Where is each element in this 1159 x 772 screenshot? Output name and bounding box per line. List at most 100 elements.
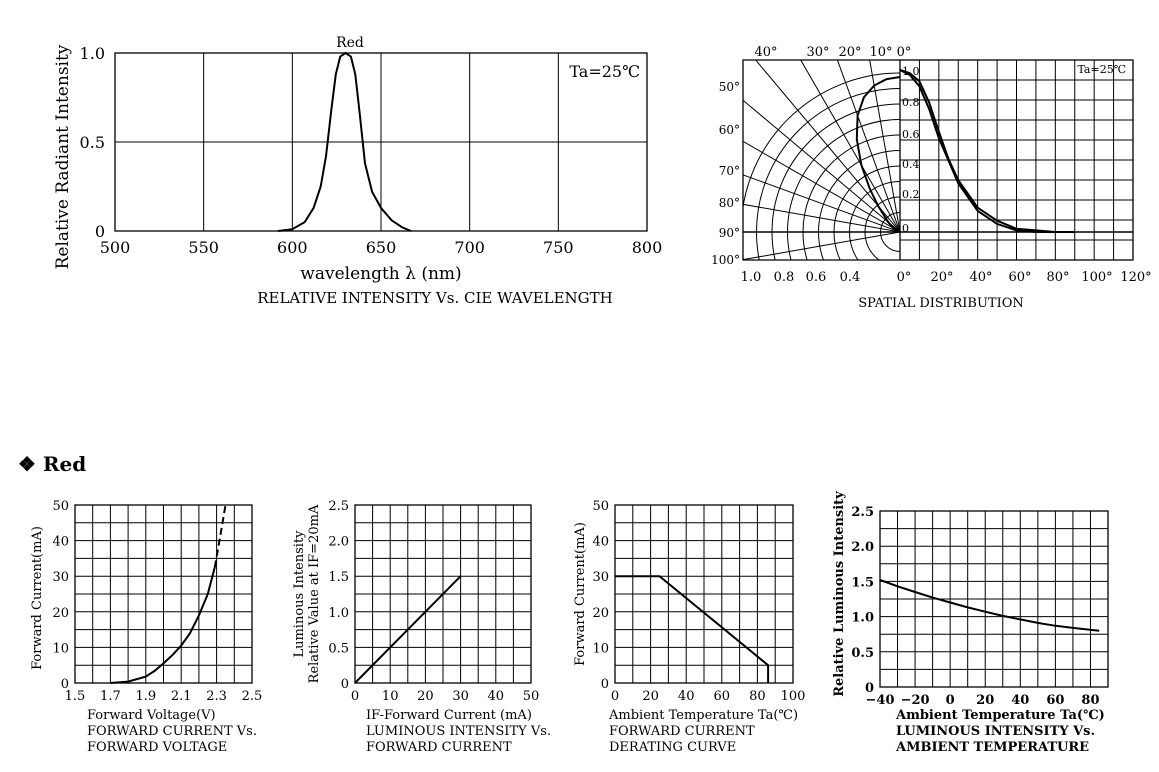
grid <box>614 504 794 684</box>
x-tick-label: −40 <box>866 693 895 708</box>
x-tick-label: 40 <box>488 689 505 704</box>
x-tick-label: 800 <box>632 238 663 257</box>
x-tick-label: 550 <box>188 238 219 257</box>
polar-spoke <box>743 140 900 233</box>
x-tick-label: 0 <box>351 689 359 704</box>
x-tick-label: 0.6 <box>806 270 827 285</box>
y-tick-label: 40 <box>592 535 609 550</box>
y-tick-label: 1.0 <box>851 611 874 626</box>
angle-label: 10° <box>869 45 892 60</box>
x-tick-label: 1.7 <box>100 689 121 704</box>
y-tick-label: 1.5 <box>851 575 874 590</box>
x-tick-label: 1.5 <box>65 689 86 704</box>
grid <box>879 510 1109 688</box>
x-tick-label: 50 <box>523 689 540 704</box>
y-tick-label: 10 <box>52 641 69 656</box>
x-tick-label: 750 <box>543 238 574 257</box>
chart-caption: DERATING CURVE <box>609 740 736 755</box>
spatial-chart: 40° 30° 20° 10° 0°50°60°70°80°90°100°1.00.80… <box>711 45 1152 311</box>
x-tick-label: 40° <box>969 270 992 285</box>
x-tick-label: 0 <box>946 693 955 708</box>
y-axis-label: Relative Luminous Intensity <box>832 491 847 697</box>
x-tick-label: 2.3 <box>206 689 227 704</box>
x-tick-label: 1.0 <box>741 270 762 285</box>
x-tick-label: 30 <box>452 689 469 704</box>
chart-caption: FORWARD VOLTAGE <box>87 740 227 755</box>
chart-caption: IF-Forward Current (mA) <box>366 708 532 723</box>
plot-frame <box>74 504 253 684</box>
x-tick-label: 2.1 <box>171 689 192 704</box>
angle-label: 30° <box>806 45 829 60</box>
x-tick-label: 2.5 <box>242 689 263 704</box>
x-tick-label: 10 <box>382 689 399 704</box>
y-tick-label: 0 <box>341 677 349 692</box>
angle-label: 20° <box>838 45 861 60</box>
x-tick-label: 20 <box>642 689 659 704</box>
spectrum-chart: 500 550 600 650 700 750 800 0 0.5 1.0 wavelength λ… <box>53 35 662 307</box>
x-tick-label: 650 <box>366 238 397 257</box>
cartesian-curve <box>899 69 1075 233</box>
side-angle-label: 80° <box>719 196 740 210</box>
polar-spoke <box>743 203 900 233</box>
cartesian-curve <box>899 69 1075 233</box>
x-tick-label: 60 <box>714 689 731 704</box>
lum_ta-chart: −40 −20 0 20 40 60 80 0 0.5 1.0 1.5 2.0 2.5 Relative … <box>832 491 1109 755</box>
polar-spoke <box>755 60 900 233</box>
y-tick-label: 0 <box>601 677 609 692</box>
temperature-annotation: Ta=25℃ <box>1077 63 1126 76</box>
x-tick-label: 20° <box>930 270 953 285</box>
y-tick-label: 20 <box>52 606 69 621</box>
x-tick-label: 600 <box>277 238 308 257</box>
y-axis-label: Luminous Intensity <box>292 530 307 658</box>
chart-caption: SPATIAL DISTRIBUTION <box>858 296 1024 311</box>
y-tick-label: 2.5 <box>851 505 874 520</box>
side-angle-label: 90° <box>719 226 740 240</box>
chart-caption: FORWARD CURRENT <box>609 724 755 739</box>
x-tick-label: 100 <box>781 689 806 704</box>
temperature-annotation: Ta=25℃ <box>569 62 640 81</box>
polar-grid <box>743 60 900 260</box>
y-tick-label: 10 <box>592 641 609 656</box>
y-axis-label: Relative Radiant Intensity <box>53 44 73 269</box>
x-tick-label: 80 <box>1081 693 1099 708</box>
radial-label: 0.6 <box>902 128 920 141</box>
peak-label: Red <box>336 35 364 51</box>
polar-spoke <box>743 174 900 233</box>
radial-label: 0 <box>902 222 909 235</box>
lum_if-chart: 0 10 20 30 40 50 0 0.5 1.0 1.5 2.0 2.5 Luminous Inte… <box>292 499 551 755</box>
chart-caption: RELATIVE INTENSITY Vs. CIE WAVELENGTH <box>257 289 613 307</box>
cartesian-frame <box>899 59 1134 261</box>
polar-spoke <box>800 60 900 233</box>
x-tick-label: 80° <box>1046 270 1069 285</box>
chart-caption: AMBIENT TEMPERATURE <box>895 740 1089 755</box>
plot-frame <box>614 504 794 684</box>
radial-label: 0.4 <box>902 158 920 171</box>
iv-chart: 1.5 1.7 1.9 2.1 2.3 2.5 0 10 20 30 40 50 Forward Cur… <box>30 499 262 755</box>
x-tick-label: 20 <box>976 693 994 708</box>
x-tick-label: 0 <box>611 689 619 704</box>
y-tick-label: 0 <box>95 222 105 241</box>
y-tick-label: 2.0 <box>851 540 874 555</box>
data-curve <box>879 579 1100 632</box>
y-tick-label: 20 <box>592 606 609 621</box>
x-tick-label: 0° <box>897 270 912 285</box>
plot-frame <box>114 52 648 232</box>
y-tick-label: 0.5 <box>328 641 349 656</box>
section-title: ❖ Red <box>18 452 87 476</box>
y-axis-label: Forward Current(mA) <box>573 522 588 666</box>
y-axis-label: Relative Value at IF=20mA <box>307 504 322 683</box>
x-tick-label: 60 <box>1046 693 1064 708</box>
plot-frame <box>354 504 532 684</box>
x-tick-label: 0.4 <box>840 270 861 285</box>
x-axis-label: wavelength λ (nm) <box>300 264 461 284</box>
data-curve <box>615 575 770 683</box>
y-tick-label: 1.5 <box>328 570 349 585</box>
x-tick-label: 1.9 <box>135 689 156 704</box>
polar-spoke <box>743 99 900 233</box>
x-tick-label: 40 <box>678 689 695 704</box>
y-tick-label: 30 <box>592 570 609 585</box>
chart-caption: Forward Voltage(V) <box>87 708 216 723</box>
x-tick-label: 40 <box>1011 693 1029 708</box>
y-tick-label: 0.5 <box>851 646 874 661</box>
